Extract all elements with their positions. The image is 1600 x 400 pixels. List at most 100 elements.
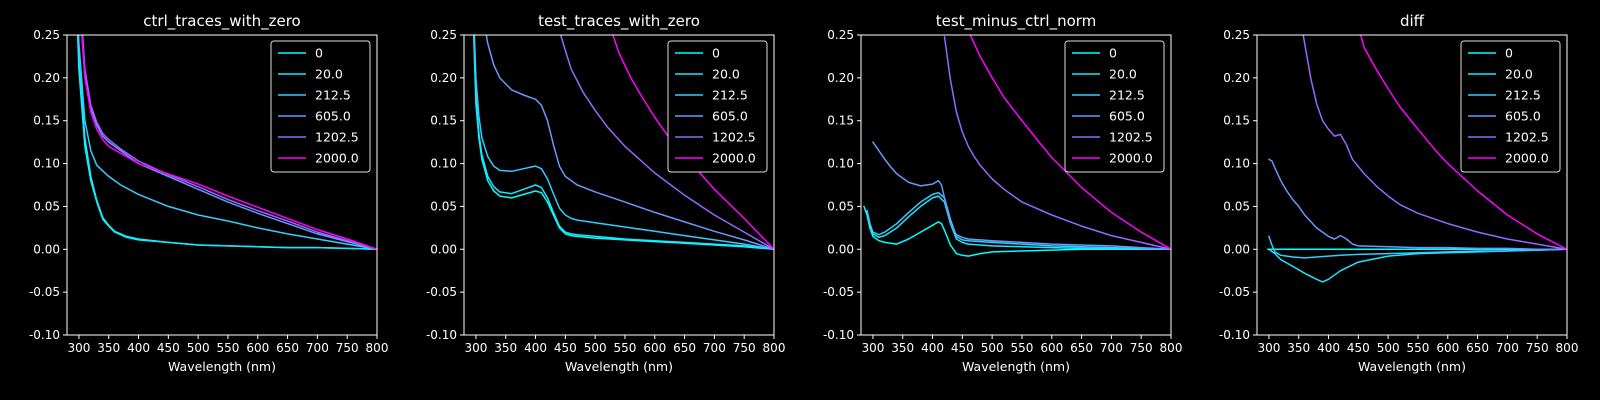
x-axis-label: Wavelength (nm) [168, 359, 276, 374]
x-tick-label: 400 [1317, 341, 1340, 355]
legend: 0 20.0 212.5 605.0 1202.5 2000.0 [667, 40, 768, 173]
x-tick-label: 650 [673, 341, 696, 355]
plot-frame [463, 34, 775, 336]
plot-frame [1256, 34, 1568, 336]
x-tick-label: 600 [246, 341, 269, 355]
legend-entry: 20.0 [315, 67, 343, 82]
x-tick-label: 350 [891, 341, 914, 355]
chart-panel-2: test_minus_ctrl_norm 300 350 400 450 500 550 60… [823, 12, 1183, 374]
chart-title: test_traces_with_zero [538, 12, 700, 31]
x-tick-label: 400 [127, 341, 150, 355]
x-tick-label: 800 [366, 341, 389, 355]
legend-entry: 2000.0 [712, 151, 756, 166]
x-tick-label: 450 [1347, 341, 1370, 355]
plot-frame [66, 34, 378, 336]
x-tick-label: 750 [733, 341, 756, 355]
x-tick-label: 800 [1556, 341, 1579, 355]
y-tick-label: 0.25 [33, 28, 60, 42]
chart-panel-3: diff 300 350 400 450 500 550 600 650 700 750 800 -0.… [1219, 12, 1579, 374]
legend-entry: 20.0 [1505, 67, 1533, 82]
x-tick-label: 300 [1257, 341, 1280, 355]
legend-entry: 0 [1505, 46, 1513, 61]
y-tick-label: 0.00 [827, 242, 854, 256]
x-tick-label: 550 [614, 341, 637, 355]
series-line-0 [472, 35, 774, 251]
y-tick-label: 0.25 [430, 28, 457, 42]
x-tick-label: 450 [554, 341, 577, 355]
legend-entry: 20.0 [712, 67, 740, 82]
y-tick-label: -0.10 [426, 328, 457, 342]
y-tick-label: 0.25 [827, 28, 854, 42]
x-axis-label: Wavelength (nm) [1358, 359, 1466, 374]
x-tick-label: 300 [861, 341, 884, 355]
x-tick-label: 350 [97, 341, 120, 355]
plot-frame [860, 34, 1172, 336]
x-tick-label: 300 [67, 341, 90, 355]
y-tick-label: 0.20 [33, 71, 60, 85]
x-tick-label: 700 [1100, 341, 1123, 355]
series-line-3 [872, 141, 1171, 251]
y-tick-label: 0.20 [430, 71, 457, 85]
chart-title: test_minus_ctrl_norm [936, 12, 1097, 31]
legend-entry: 0 [315, 46, 323, 61]
x-tick-label: 450 [157, 341, 180, 355]
series-line-2 [77, 35, 377, 251]
y-tick-label: 0.15 [1223, 114, 1250, 128]
legend-entry: 605.0 [315, 109, 351, 124]
x-tick-label: 700 [306, 341, 329, 355]
legend-entry: 605.0 [712, 109, 748, 124]
legend-entry: 2000.0 [1505, 151, 1549, 166]
y-tick-label: 0.10 [827, 157, 854, 171]
x-tick-label: 800 [1160, 341, 1183, 355]
legend-entry: 212.5 [1505, 88, 1541, 103]
x-tick-label: 400 [524, 341, 547, 355]
legend-entry: 0 [712, 46, 720, 61]
y-tick-label: -0.10 [823, 328, 854, 342]
series-line-2 [866, 191, 1171, 251]
legend-entry: 20.0 [1109, 67, 1137, 82]
y-tick-label: -0.05 [426, 285, 457, 299]
legend-entry: 1202.5 [315, 130, 359, 145]
legend: 0 20.0 212.5 605.0 1202.5 2000.0 [270, 40, 371, 173]
legend-entry: 212.5 [1109, 88, 1145, 103]
series-line-5 [969, 35, 1171, 251]
chart-panel-0: ctrl_traces_with_zero 300 350 400 450 500 550 6… [29, 12, 389, 374]
x-tick-label: 450 [951, 341, 974, 355]
chart-panels: ctrl_traces_with_zero 300 350 400 450 500 550 6… [29, 12, 1579, 374]
legend-entry: 2000.0 [1109, 151, 1153, 166]
x-tick-label: 500 [981, 341, 1004, 355]
y-tick-label: 0.25 [1223, 28, 1250, 42]
x-tick-label: 300 [464, 341, 487, 355]
y-tick-label: 0.00 [430, 242, 457, 256]
y-tick-label: 0.00 [33, 242, 60, 256]
x-tick-label: 600 [1040, 341, 1063, 355]
series-line-2 [473, 35, 774, 251]
y-tick-label: 0.20 [1223, 71, 1250, 85]
series-line-4 [943, 35, 1171, 251]
x-tick-label: 350 [1287, 341, 1310, 355]
y-tick-label: 0.05 [827, 199, 854, 213]
x-tick-label: 750 [336, 341, 359, 355]
y-tick-label: -0.10 [1219, 328, 1250, 342]
series-line-3 [485, 35, 774, 251]
x-tick-label: 500 [187, 341, 210, 355]
legend: 0 20.0 212.5 605.0 1202.5 2000.0 [1460, 40, 1561, 173]
series-line-0 [863, 205, 1171, 257]
series-line-3 [1268, 158, 1567, 251]
series-group [1266, 35, 1567, 283]
y-tick-label: -0.05 [1219, 285, 1250, 299]
legend-entry: 2000.0 [315, 151, 359, 166]
legend-entry: 1202.5 [1109, 130, 1153, 145]
legend-entry: 605.0 [1109, 109, 1145, 124]
x-axis-label: Wavelength (nm) [962, 359, 1070, 374]
x-tick-label: 550 [1407, 341, 1430, 355]
y-tick-label: 0.20 [827, 71, 854, 85]
series-line-5 [1359, 35, 1567, 251]
y-tick-label: 0.05 [1223, 199, 1250, 213]
chart-panel-1: test_traces_with_zero 300 350 400 450 500 550 6… [426, 12, 786, 374]
series-line-4 [559, 35, 774, 251]
y-tick-label: -0.05 [823, 285, 854, 299]
legend: 0 20.0 212.5 605.0 1202.5 2000.0 [1064, 40, 1165, 173]
y-tick-label: 0.10 [1223, 157, 1250, 171]
